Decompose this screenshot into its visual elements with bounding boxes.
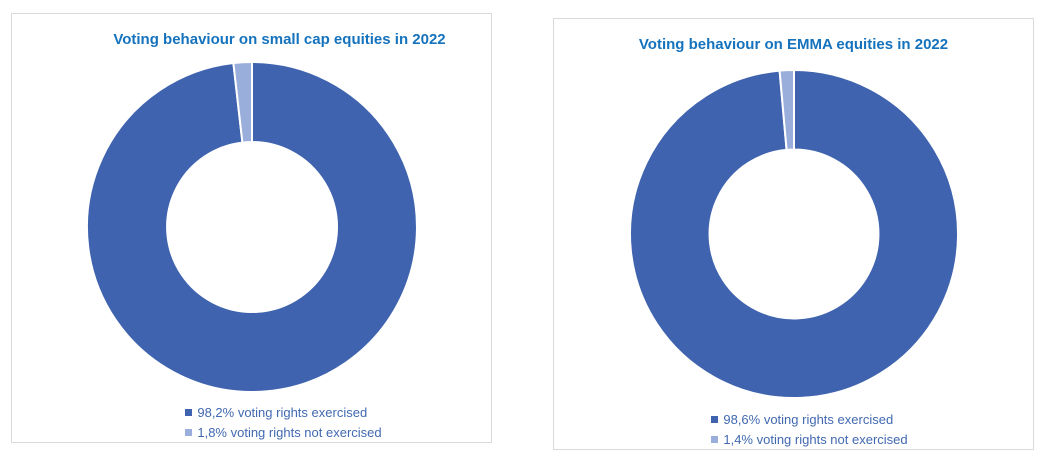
chart-title-small-cap: Voting behaviour on small cap equities i…	[113, 31, 446, 48]
legend-marker-icon	[185, 408, 193, 416]
legend-item-1: 1,4% voting rights not exercised	[711, 429, 908, 449]
legend-item-0: 98,6% voting rights exercised	[711, 409, 893, 429]
donut-slice-0	[85, 61, 418, 393]
legend-marker-icon	[185, 428, 193, 436]
chart-legend-small-cap: 98,2% voting rights exercised 1,8% voting…	[185, 402, 382, 442]
legend-item-0: 98,2% voting rights exercised	[185, 402, 367, 422]
legend-label: 98,6% voting rights exercised	[723, 411, 894, 427]
chart-panel-small-cap: Voting behaviour on small cap equities i…	[11, 13, 492, 443]
charts-row: Voting behaviour on small cap equities i…	[11, 13, 1034, 450]
donut-slice-1	[778, 68, 795, 151]
donut-chart-emma	[628, 68, 959, 399]
legend-marker-icon	[711, 415, 719, 423]
legend-label: 1,4% voting rights not exercised	[723, 431, 908, 447]
chart-panel-emma: Voting behaviour on EMMA equities in 202…	[553, 18, 1034, 450]
donut-chart-small-cap	[85, 60, 418, 393]
chart-title-emma: Voting behaviour on EMMA equities in 202…	[638, 36, 949, 53]
legend-label: 1,8% voting rights not exercised	[197, 424, 382, 440]
donut-slice-0	[628, 68, 959, 399]
donut-slice-1	[231, 60, 253, 144]
legend-item-1: 1,8% voting rights not exercised	[185, 422, 382, 442]
legend-marker-icon	[711, 435, 719, 443]
chart-legend-emma: 98,6% voting rights exercised 1,4% voting…	[711, 409, 908, 449]
legend-label: 98,2% voting rights exercised	[197, 404, 368, 420]
